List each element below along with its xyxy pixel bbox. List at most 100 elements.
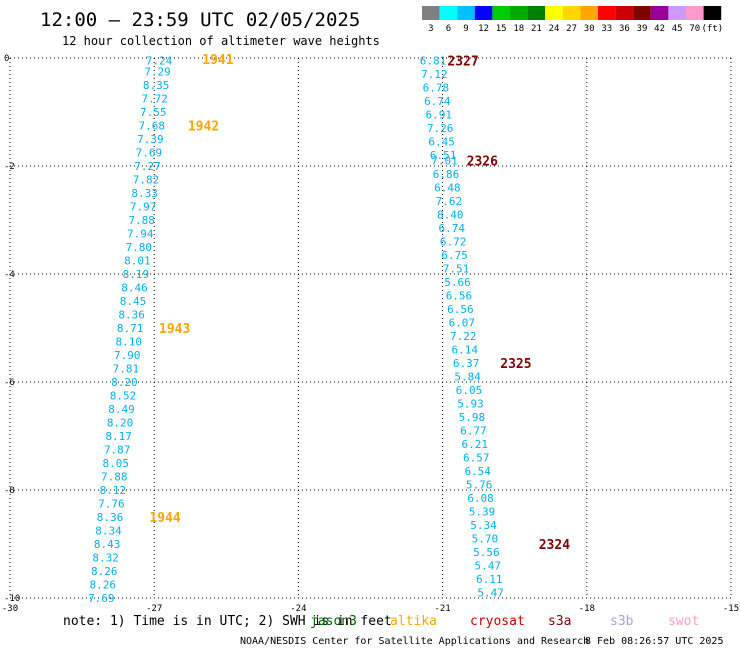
pass-number-label: 1944 [149,511,180,526]
legend-label: 39 [637,24,648,34]
wave-height-value: 7.82 [133,174,160,187]
y-tick-label: 0 [4,54,9,64]
legend-label: 21 [531,24,542,34]
y-tick-label: -4 [4,270,15,280]
wave-height-value: 5.70 [472,533,499,546]
pass-number-label: 2326 [467,155,498,170]
legend-swatch [439,6,458,20]
legend-label: 36 [619,24,630,34]
wave-height-value: 7.72 [141,93,168,106]
wave-height-value: 8.36 [118,309,145,322]
wave-height-value: 7.27 [134,160,161,173]
wave-height-value: 6.86 [433,168,460,181]
legend-swatch [615,6,634,20]
x-tick-label: -21 [434,604,450,614]
footer-note: note: 1) Time is in UTC; 2) SWH is in fe… [63,614,392,629]
wave-height-value: 6.74 [424,95,451,108]
satellite-legend-cryosat: cryosat [470,614,525,629]
wave-height-value: 8.12 [100,484,127,497]
plot-axes: -30 -27 -24 -21 -18 -15 0 -2 -4 -6 -8 -10 [2,54,739,614]
x-tick-label: -24 [290,604,306,614]
legend-label: (ft) [702,24,724,34]
wave-height-value: 8.34 [95,525,122,538]
wave-height-value: 7.90 [114,349,141,362]
y-tick-label: -8 [4,486,15,496]
legend-swatch [492,6,510,20]
legend-label: 9 [463,24,468,34]
x-tick-label: -27 [146,604,162,614]
wave-height-value: 8.52 [110,390,137,403]
pass-labels: 1941 1942 1943 1944 2327 2326 2325 2324 [149,53,570,553]
wave-height-value: 6.74 [438,222,465,235]
legend-swatch [703,6,722,20]
legend-swatch [510,6,528,20]
wave-height-value: 5.76 [466,479,493,492]
wave-height-value: 5.84 [454,371,481,384]
wave-height-value: 8.36 [97,511,124,524]
wave-height-value: 8.10 [115,336,142,349]
x-tick-label: -15 [723,604,739,614]
wave-height-value: 6.56 [447,303,474,316]
legend-label: 42 [654,24,665,34]
legend-swatch [474,6,493,20]
wave-height-value: 7.22 [450,330,477,343]
wave-height-value: 6.54 [464,465,491,478]
wave-height-value: 7.88 [128,214,155,227]
wave-height-value: 6.51 [430,149,457,162]
wave-height-value: 6.81 [420,55,447,68]
chart-subtitle: 12 hour collection of altimeter wave hei… [62,34,380,48]
x-tick-label: -18 [579,604,595,614]
wave-height-value: 5.98 [459,411,486,424]
legend-label: 24 [549,24,560,34]
wave-height-value: 8.46 [121,282,148,295]
wave-height-value: 7.76 [98,498,125,511]
satellite-legend: jason3 altika cryosat s3a s3b swot [310,614,699,629]
legend-swatch [633,6,651,20]
wave-height-value: 6.05 [456,384,483,397]
wave-height-value: 8.35 [143,79,170,92]
wave-height-value: 8.20 [111,376,138,389]
wave-height-value: 8.01 [124,255,151,268]
plot-grid [9,57,732,599]
wave-height-value: 6.08 [467,492,494,505]
legend-label: 45 [672,24,683,34]
satellite-legend-swot: swot [668,614,699,629]
wave-height-value: 7.87 [104,444,131,457]
legend-swatch [422,6,440,20]
footer-credit: NOAA/NESDIS Center for Satellite Applica… [240,636,589,647]
legend-swatch [527,6,546,20]
wave-height-value: 7.81 [113,363,140,376]
wave-height-value: 7.12 [421,68,448,81]
wave-height-value: 6.11 [476,573,503,586]
wave-height-value: 6.21 [462,438,489,451]
wave-height-value: 8.26 [90,579,117,592]
wave-height-value: 5.93 [457,398,484,411]
wave-height-value: 7.51 [443,263,470,276]
satellite-legend-s3b: s3b [610,614,634,629]
wave-height-value: 7.39 [137,133,164,146]
wave-height-value: 8.40 [437,209,464,222]
legend-label: 12 [478,24,489,34]
wave-height-value: 7.29 [144,66,171,79]
wave-height-value: 5.47 [477,587,504,600]
wave-height-value: 6.37 [453,357,480,370]
legend-swatch [457,6,475,20]
wave-height-value: 8.26 [91,565,118,578]
wave-height-value: 7.69 [136,147,163,160]
legend-swatch [562,6,581,20]
chart-title: 12:00 — 23:59 UTC 02/05/2025 [40,9,360,31]
y-tick-label: -2 [4,162,15,172]
satellite-legend-altika: altika [390,614,437,629]
wave-height-value: 6.07 [449,317,476,330]
wave-height-value: 7.68 [139,120,166,133]
wave-height-value: 6.78 [423,82,450,95]
y-tick-label: -6 [4,378,15,388]
wave-height-value: 5.39 [469,506,496,519]
wave-height-value: 5.66 [444,276,471,289]
wave-height-value: 6.14 [451,344,478,357]
wave-height-value: 5.34 [470,519,497,532]
pass-number-label: 2327 [447,55,478,70]
wave-height-value: 7.01 [431,155,458,168]
wave-height-value: 7.24 [146,55,173,68]
